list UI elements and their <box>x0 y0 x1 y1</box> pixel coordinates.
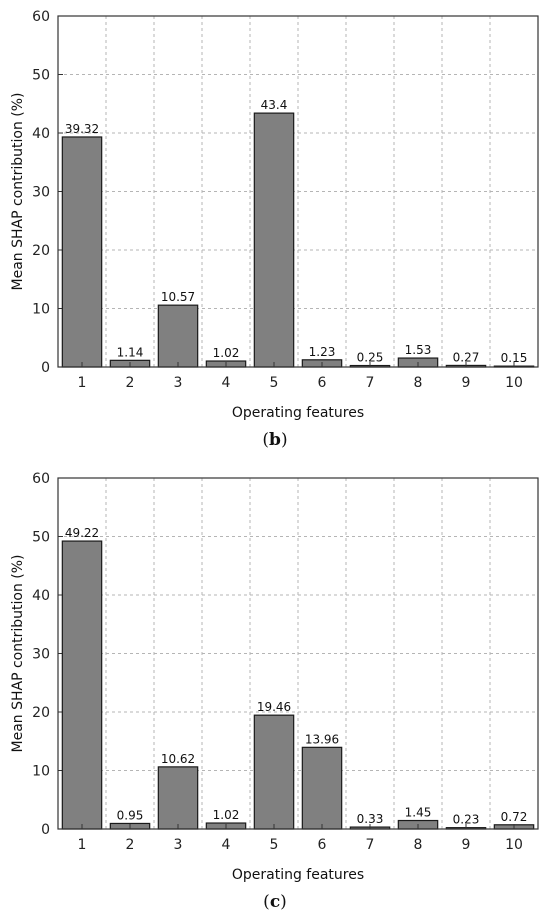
x-tick-label: 9 <box>462 837 471 853</box>
bar <box>253 112 295 368</box>
panel-label-b: (b) <box>0 430 550 450</box>
x-axis-label: Operating features <box>232 405 364 421</box>
y-tick-label: 20 <box>32 243 50 259</box>
bar <box>61 540 103 830</box>
panel-label-open: ( <box>263 892 270 912</box>
x-tick-label: 7 <box>366 375 375 391</box>
data-label: 0.25 <box>357 351 384 365</box>
bar-chart-b: 0 10 20 30 40 50 60 39.32 1 1.14 2 10.57 3 1.02 4 43.4 5… <box>10 9 539 421</box>
y-tick-label: 30 <box>32 185 50 201</box>
x-tick-label: 1 <box>78 375 87 391</box>
y-tick-label: 10 <box>32 764 50 780</box>
x-tick-label: 8 <box>414 837 423 853</box>
panel-label-open: ( <box>262 430 270 450</box>
bar-chart-c: 0 10 20 30 40 50 60 49.22 1 0.95 2 10.62 3 1.02 4 19.46… <box>10 471 539 883</box>
y-tick-label: 20 <box>32 705 50 721</box>
y-tick-label: 60 <box>32 471 50 487</box>
y-tick-label: 40 <box>32 588 50 604</box>
y-axis-label: Mean SHAP contribution (%) <box>10 554 26 752</box>
data-label: 49.22 <box>65 526 99 540</box>
data-label: 0.15 <box>501 351 528 365</box>
data-label: 1.02 <box>213 346 240 360</box>
y-tick-label: 40 <box>32 126 50 142</box>
bar <box>157 304 199 368</box>
x-tick-label: 5 <box>270 837 279 853</box>
x-tick-label: 3 <box>174 375 183 391</box>
data-label: 1.02 <box>213 808 240 822</box>
x-tick-label: 5 <box>270 375 279 391</box>
x-tick-label: 2 <box>126 375 135 391</box>
data-label: 43.4 <box>261 98 288 112</box>
y-tick-label: 0 <box>41 822 50 838</box>
x-tick-label: 8 <box>414 375 423 391</box>
panel-label-c: (c) <box>0 892 550 912</box>
x-tick-label: 6 <box>318 375 327 391</box>
y-tick-label: 60 <box>32 9 50 25</box>
x-tick-label: 4 <box>222 837 231 853</box>
x-tick-label: 3 <box>174 837 183 853</box>
panel-label-letter: b <box>269 430 281 450</box>
data-label: 10.62 <box>161 752 195 766</box>
bar <box>253 714 295 830</box>
chart-panel-b: 0 10 20 30 40 50 60 39.32 1 1.14 2 10.57 3 1.02 4 43.4 5… <box>0 9 550 450</box>
x-axis-label: Operating features <box>232 867 364 883</box>
bar <box>61 136 103 368</box>
data-label: 13.96 <box>305 732 339 746</box>
y-tick-label: 10 <box>32 302 50 318</box>
data-label: 1.23 <box>309 345 336 359</box>
y-tick-label: 30 <box>32 647 50 663</box>
data-label: 1.14 <box>117 345 144 359</box>
panel-label-close: ) <box>280 430 288 450</box>
data-label: 0.33 <box>357 812 384 826</box>
y-axis-label: Mean SHAP contribution (%) <box>10 92 26 290</box>
x-tick-label: 10 <box>505 375 523 391</box>
x-tick-label: 10 <box>505 837 523 853</box>
y-tick-label: 0 <box>41 360 50 376</box>
x-tick-label: 2 <box>126 837 135 853</box>
x-tick-label: 7 <box>366 837 375 853</box>
chart-panel-c: 0 10 20 30 40 50 60 49.22 1 0.95 2 10.62 3 1.02 4 19.46… <box>0 462 550 923</box>
data-label: 0.23 <box>453 813 480 827</box>
plot-frame <box>57 15 539 368</box>
y-tick-label: 50 <box>32 68 50 84</box>
data-label: 0.27 <box>453 350 480 364</box>
plot-frame <box>57 477 539 830</box>
data-label: 10.57 <box>161 290 195 304</box>
data-label: 19.46 <box>257 700 291 714</box>
x-tick-label: 6 <box>318 837 327 853</box>
data-label: 0.72 <box>501 810 528 824</box>
bar <box>157 766 199 830</box>
bar <box>301 746 343 830</box>
panel-label-close: ) <box>280 892 287 912</box>
y-tick-label: 50 <box>32 530 50 546</box>
x-tick-label: 4 <box>222 375 231 391</box>
x-tick-label: 1 <box>78 837 87 853</box>
panel-label-letter: c <box>269 892 281 912</box>
data-label: 0.95 <box>117 808 144 822</box>
data-label: 1.53 <box>405 343 432 357</box>
data-label: 39.32 <box>65 122 99 136</box>
x-tick-label: 9 <box>462 375 471 391</box>
data-label: 1.45 <box>405 806 432 820</box>
